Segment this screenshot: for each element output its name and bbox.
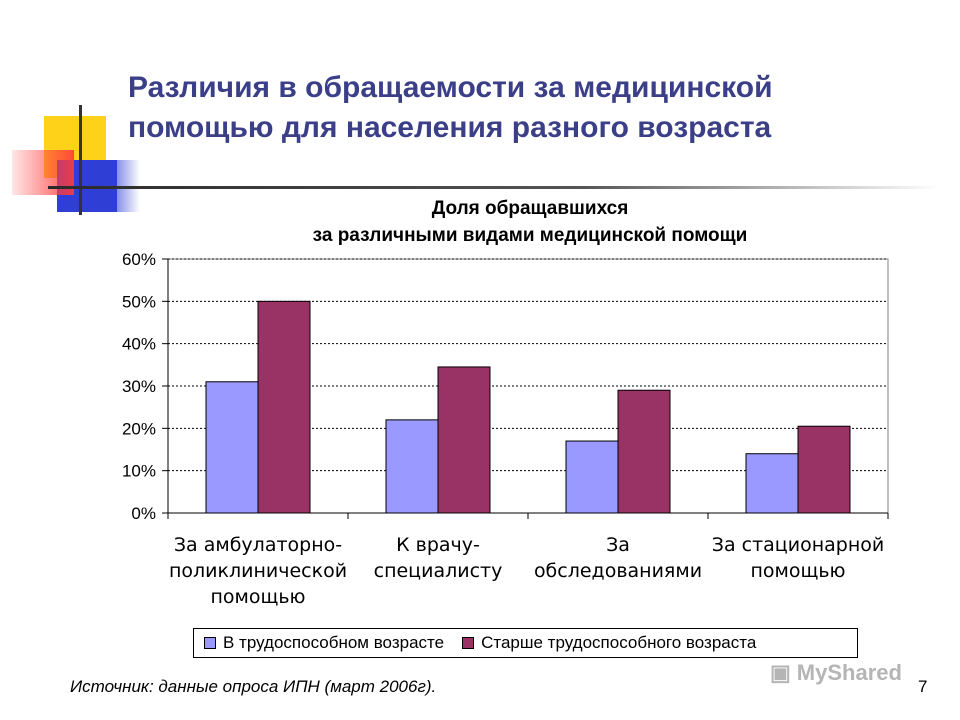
y-tick-label-60: 60%: [122, 250, 156, 269]
slide-title: Различия в обращаемости за медицинской п…: [128, 68, 928, 148]
chart-title-line-2: за различными видами медицинской помощи: [312, 225, 748, 246]
bar-s2-c3: [617, 389, 671, 514]
decor-vertical-line: [79, 105, 82, 215]
legend-swatch-working-age: [204, 637, 216, 649]
x-category-label-2-line-2: специалисту: [374, 560, 503, 582]
legend-label-working-age: В трудоспособном возрасте: [223, 633, 445, 652]
legend-item-working-age: В трудоспособном возрасте: [204, 633, 444, 653]
bar-s1-c3: [565, 440, 619, 514]
x-category-label-2-line-1: К врачу-: [396, 534, 480, 556]
watermark-icon: ▣: [770, 660, 791, 685]
y-tick-label-50: 50%: [122, 292, 156, 311]
slide-title-line-1: Различия в обращаемости за медицинской: [128, 71, 773, 104]
watermark-text: MyShared: [796, 660, 902, 685]
legend-swatch-older-age: [462, 637, 475, 649]
legend-item-older-age: Старше трудоспособного возраста: [462, 633, 756, 653]
bar-s1-c4: [745, 453, 799, 514]
x-category-label-3-line-1: За: [606, 534, 630, 556]
x-category-label-4-line-2: помощью: [750, 560, 845, 582]
bar-s2-c2: [437, 366, 491, 514]
bar-s1-c1: [205, 381, 259, 514]
x-category-label-3: За обследованиями: [534, 534, 702, 582]
x-category-label-4: За стационарной помощью: [712, 534, 884, 582]
x-category-label-1: За амбулаторно-поликлинической помощью: [169, 534, 347, 608]
y-tick-label-30: 30%: [122, 377, 156, 396]
y-tick-label-0: 0%: [131, 504, 156, 523]
page-number: 7: [918, 677, 928, 696]
chart-title: Доля обращавшихся за различными видами м…: [170, 195, 890, 249]
x-category-label-4-line-1: За стационарной: [712, 534, 884, 556]
y-tick-label-40: 40%: [122, 335, 156, 354]
y-tick-label-20: 20%: [122, 419, 156, 438]
decor-horizontal-rule: [48, 186, 940, 189]
bar-s2-c4: [797, 425, 851, 514]
x-category-label-1-line-3: помощью: [210, 586, 305, 608]
legend-label-older-age: Старше трудоспособного возраста: [481, 633, 757, 652]
x-category-label-1-line-1: За амбулаторно-: [174, 534, 342, 556]
x-category-label-3-line-2: обследованиями: [534, 560, 702, 582]
bar-s1-c2: [385, 419, 439, 514]
watermark: ▣ MyShared: [770, 660, 902, 686]
source-note: Источник: данные опроса ИПН (март 2006г)…: [70, 677, 437, 696]
x-category-label-1-line-2: поликлинической: [169, 560, 347, 582]
slide-title-line-2: помощью для населения разного возраста: [128, 111, 772, 144]
x-category-label-2: К врачу-специалисту: [374, 534, 503, 582]
y-tick-label-10: 10%: [122, 462, 156, 481]
bar-s2-c1: [257, 300, 311, 514]
chart-title-line-1: Доля обращавшихся: [431, 198, 629, 219]
chart-legend: В трудоспособном возрасте Старше трудосп…: [193, 628, 858, 658]
